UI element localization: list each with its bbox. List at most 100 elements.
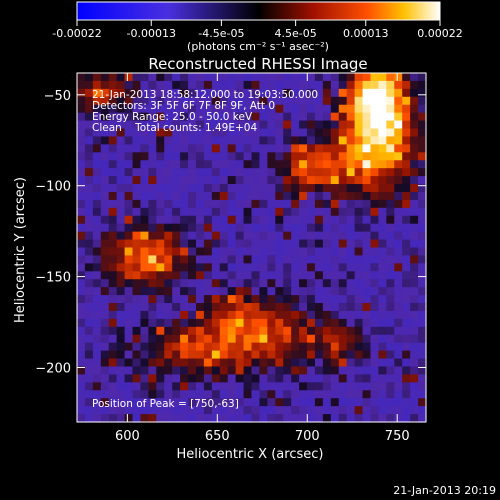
heatmap-cell [164,326,173,336]
heatmap-cell [156,128,165,138]
heatmap-cell [108,255,118,264]
heatmap-cell [291,191,300,201]
heatmap-cell [322,73,332,82]
heatmap-cell [148,398,157,407]
heatmap-cell [116,303,126,312]
heatmap-cell [402,358,411,368]
heatmap-cell [195,326,205,336]
heatmap-cell [386,295,395,304]
heatmap-cell [338,271,348,280]
heatmap-cell [195,231,205,241]
heatmap-cell [418,390,427,399]
heatmap-cell [410,73,419,82]
heatmap-cell [188,398,197,407]
heatmap-cell [227,406,237,415]
heatmap-cell [164,350,173,360]
heatmap-cell [140,406,149,415]
heatmap-cell [394,144,403,153]
heatmap-cell [195,207,205,217]
heatmap-cell [124,295,134,304]
heatmap-cell [100,414,110,423]
heatmap-cell [251,358,261,368]
heatmap-cell [156,144,165,153]
heatmap-cell [291,318,300,328]
heatmap-cell [108,144,118,153]
heatmap-cell [164,176,173,185]
heatmap-cell [156,398,165,407]
heatmap-cell [235,310,245,320]
heatmap-cell [180,176,189,185]
heatmap-cell [219,184,229,193]
heatmap-cell [211,406,221,415]
heatmap-cell [251,104,261,114]
heatmap-cell [140,279,149,288]
heatmap-cell [354,128,364,138]
heatmap-cell [338,303,348,312]
heatmap-cell [354,279,364,288]
heatmap-cell [402,120,411,130]
heatmap-cell [291,112,300,122]
heatmap-cell [386,144,395,153]
heatmap-cell [259,279,268,288]
heatmap-cell [92,191,102,201]
heatmap-cell [251,239,261,249]
heatmap-cell [84,350,94,360]
heatmap-cell [418,406,427,415]
heatmap-cell [132,231,142,241]
heatmap-cell [108,191,118,201]
heatmap-cell [370,342,380,352]
heatmap-cell [235,136,245,145]
heatmap-cell [148,215,157,225]
heatmap-cell [195,104,205,114]
colorbar-tick-label: 0.00022 [417,27,463,40]
heatmap-cell [203,168,213,177]
heatmap-cell [418,104,427,114]
heatmap-cell [267,160,276,169]
heatmap-cell [235,374,245,383]
heatmap-cell [140,398,149,407]
heatmap-cell [346,176,356,185]
heatmap-cell [370,279,380,288]
heatmap-cell [267,398,276,407]
heatmap-cell [84,247,94,257]
heatmap-cell [148,144,157,153]
heatmap-cell [299,414,308,423]
heatmap-cell [195,160,205,169]
heatmap-cell [378,287,387,296]
colorbar-units: (photons cm⁻² s⁻¹ asec⁻²) [187,40,329,53]
heatmap-cell [156,239,165,249]
y-axis-label: Heliocentric Y (arcsec) [13,177,28,323]
heatmap-cell [362,406,372,415]
heatmap-cell [378,128,387,138]
heatmap-cell [410,215,419,225]
heatmap-cell [116,406,126,415]
heatmap-cell [259,334,268,344]
heatmap-cell [251,73,261,82]
heatmap-cell [299,366,308,376]
heatmap-cell [124,231,134,241]
heatmap-cell [172,128,181,138]
heatmap-cell [132,73,142,82]
heatmap-cell [370,374,380,383]
heatmap-cell [124,398,134,407]
heatmap-cell [124,199,134,209]
heatmap-cell [92,199,102,209]
heatmap-cell [148,326,157,336]
heatmap-cell [180,104,189,114]
heatmap-cell [132,318,142,328]
heatmap-cell [394,350,403,360]
heatmap-cell [307,295,316,304]
heatmap-cell [227,152,237,161]
heatmap-cell [275,366,284,376]
heatmap-cell [330,112,340,122]
heatmap-cell [243,104,253,114]
heatmap-cell [235,318,245,328]
heatmap-cell [354,120,364,130]
heatmap-cell [108,104,118,114]
heatmap-cell [338,406,348,415]
heatmap-cell [124,136,134,145]
heatmap-cell [211,279,221,288]
heatmap-cell [84,406,94,415]
heatmap-cell [283,223,292,233]
heatmap-cell [307,136,316,145]
